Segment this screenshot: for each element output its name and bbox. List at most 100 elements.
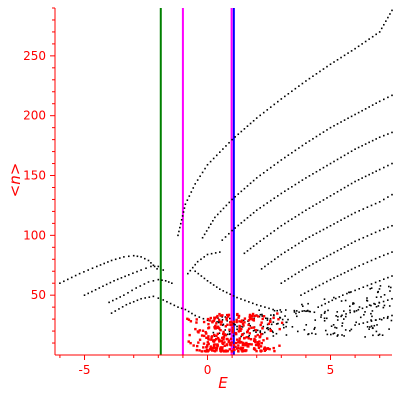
data-point	[216, 336, 220, 340]
data-point	[322, 199, 325, 201]
data-point	[247, 337, 251, 340]
data-point	[233, 323, 235, 325]
data-point	[266, 169, 269, 172]
data-point	[305, 177, 307, 179]
data-point	[103, 262, 105, 265]
data-point	[340, 121, 342, 123]
data-point	[206, 341, 209, 344]
data-point	[222, 323, 225, 326]
data-point	[234, 341, 238, 345]
data-point	[318, 284, 321, 287]
data-point	[377, 334, 380, 337]
data-point	[267, 322, 271, 325]
data-point	[249, 122, 252, 125]
data-point	[207, 335, 210, 338]
data-point	[298, 85, 300, 87]
data-point	[252, 326, 256, 329]
data-point	[312, 205, 314, 207]
data-point	[201, 171, 204, 174]
data-point	[87, 292, 90, 295]
data-point	[298, 242, 300, 245]
data-point	[236, 325, 238, 328]
data-point	[370, 325, 373, 327]
data-point	[268, 347, 271, 351]
data-point	[322, 257, 325, 260]
data-point	[341, 322, 344, 324]
data-point	[391, 94, 393, 97]
data-point	[378, 301, 380, 304]
data-point	[390, 319, 393, 322]
data-point	[162, 299, 165, 301]
data-point	[194, 263, 197, 266]
data-point	[301, 310, 304, 312]
data-point	[347, 244, 349, 246]
data-point	[214, 252, 217, 254]
data-point	[387, 252, 389, 255]
x-tick-label: 0	[204, 363, 212, 377]
data-point	[177, 306, 179, 308]
data-point	[312, 137, 314, 140]
data-point	[110, 259, 113, 262]
data-point	[119, 296, 121, 298]
data-point	[373, 324, 376, 327]
data-point	[378, 201, 381, 203]
data-point	[124, 275, 126, 278]
data-point	[344, 315, 347, 318]
data-point	[383, 254, 385, 257]
data-point	[224, 316, 227, 318]
data-point	[210, 252, 213, 255]
data-point	[222, 336, 225, 339]
data-point	[171, 282, 173, 285]
data-point	[302, 305, 304, 308]
data-point	[162, 269, 165, 271]
data-point	[205, 346, 208, 349]
y-tick-label: 200	[23, 109, 46, 123]
data-point	[248, 301, 250, 303]
data-point	[354, 266, 356, 269]
data-point	[329, 224, 332, 227]
data-point	[366, 299, 368, 302]
data-point	[312, 263, 314, 265]
data-point	[129, 302, 131, 305]
data-point	[338, 296, 341, 298]
data-point	[248, 313, 252, 317]
data-point	[388, 305, 391, 307]
data-point	[320, 304, 323, 307]
data-point	[275, 323, 278, 325]
data-point	[246, 329, 250, 332]
data-point	[261, 317, 264, 321]
data-point	[219, 251, 221, 253]
data-point	[300, 294, 302, 296]
data-point	[207, 226, 210, 229]
data-point	[255, 117, 258, 119]
data-point	[223, 333, 226, 336]
data-point	[357, 308, 360, 311]
data-point	[333, 332, 336, 334]
data-point	[349, 311, 351, 314]
data-point	[247, 327, 251, 330]
data-point	[315, 232, 318, 235]
data-point	[329, 162, 332, 165]
data-point	[253, 317, 255, 320]
data-point	[385, 20, 387, 22]
data-point	[326, 164, 328, 167]
data-point	[308, 310, 311, 313]
data-point	[347, 184, 349, 187]
data-point	[266, 317, 269, 320]
data-point	[264, 265, 266, 268]
data-point	[276, 227, 279, 230]
data-point	[271, 330, 274, 332]
data-point	[371, 104, 374, 106]
data-point	[269, 328, 272, 332]
data-point	[234, 227, 236, 229]
data-point	[241, 322, 245, 325]
data-point	[235, 320, 238, 324]
data-point	[259, 345, 263, 348]
data-point	[227, 339, 231, 342]
data-point	[226, 323, 229, 326]
data-point	[225, 204, 228, 207]
data-point	[301, 269, 304, 271]
data-point	[240, 190, 243, 193]
data-point	[266, 327, 268, 330]
data-point	[127, 291, 129, 294]
